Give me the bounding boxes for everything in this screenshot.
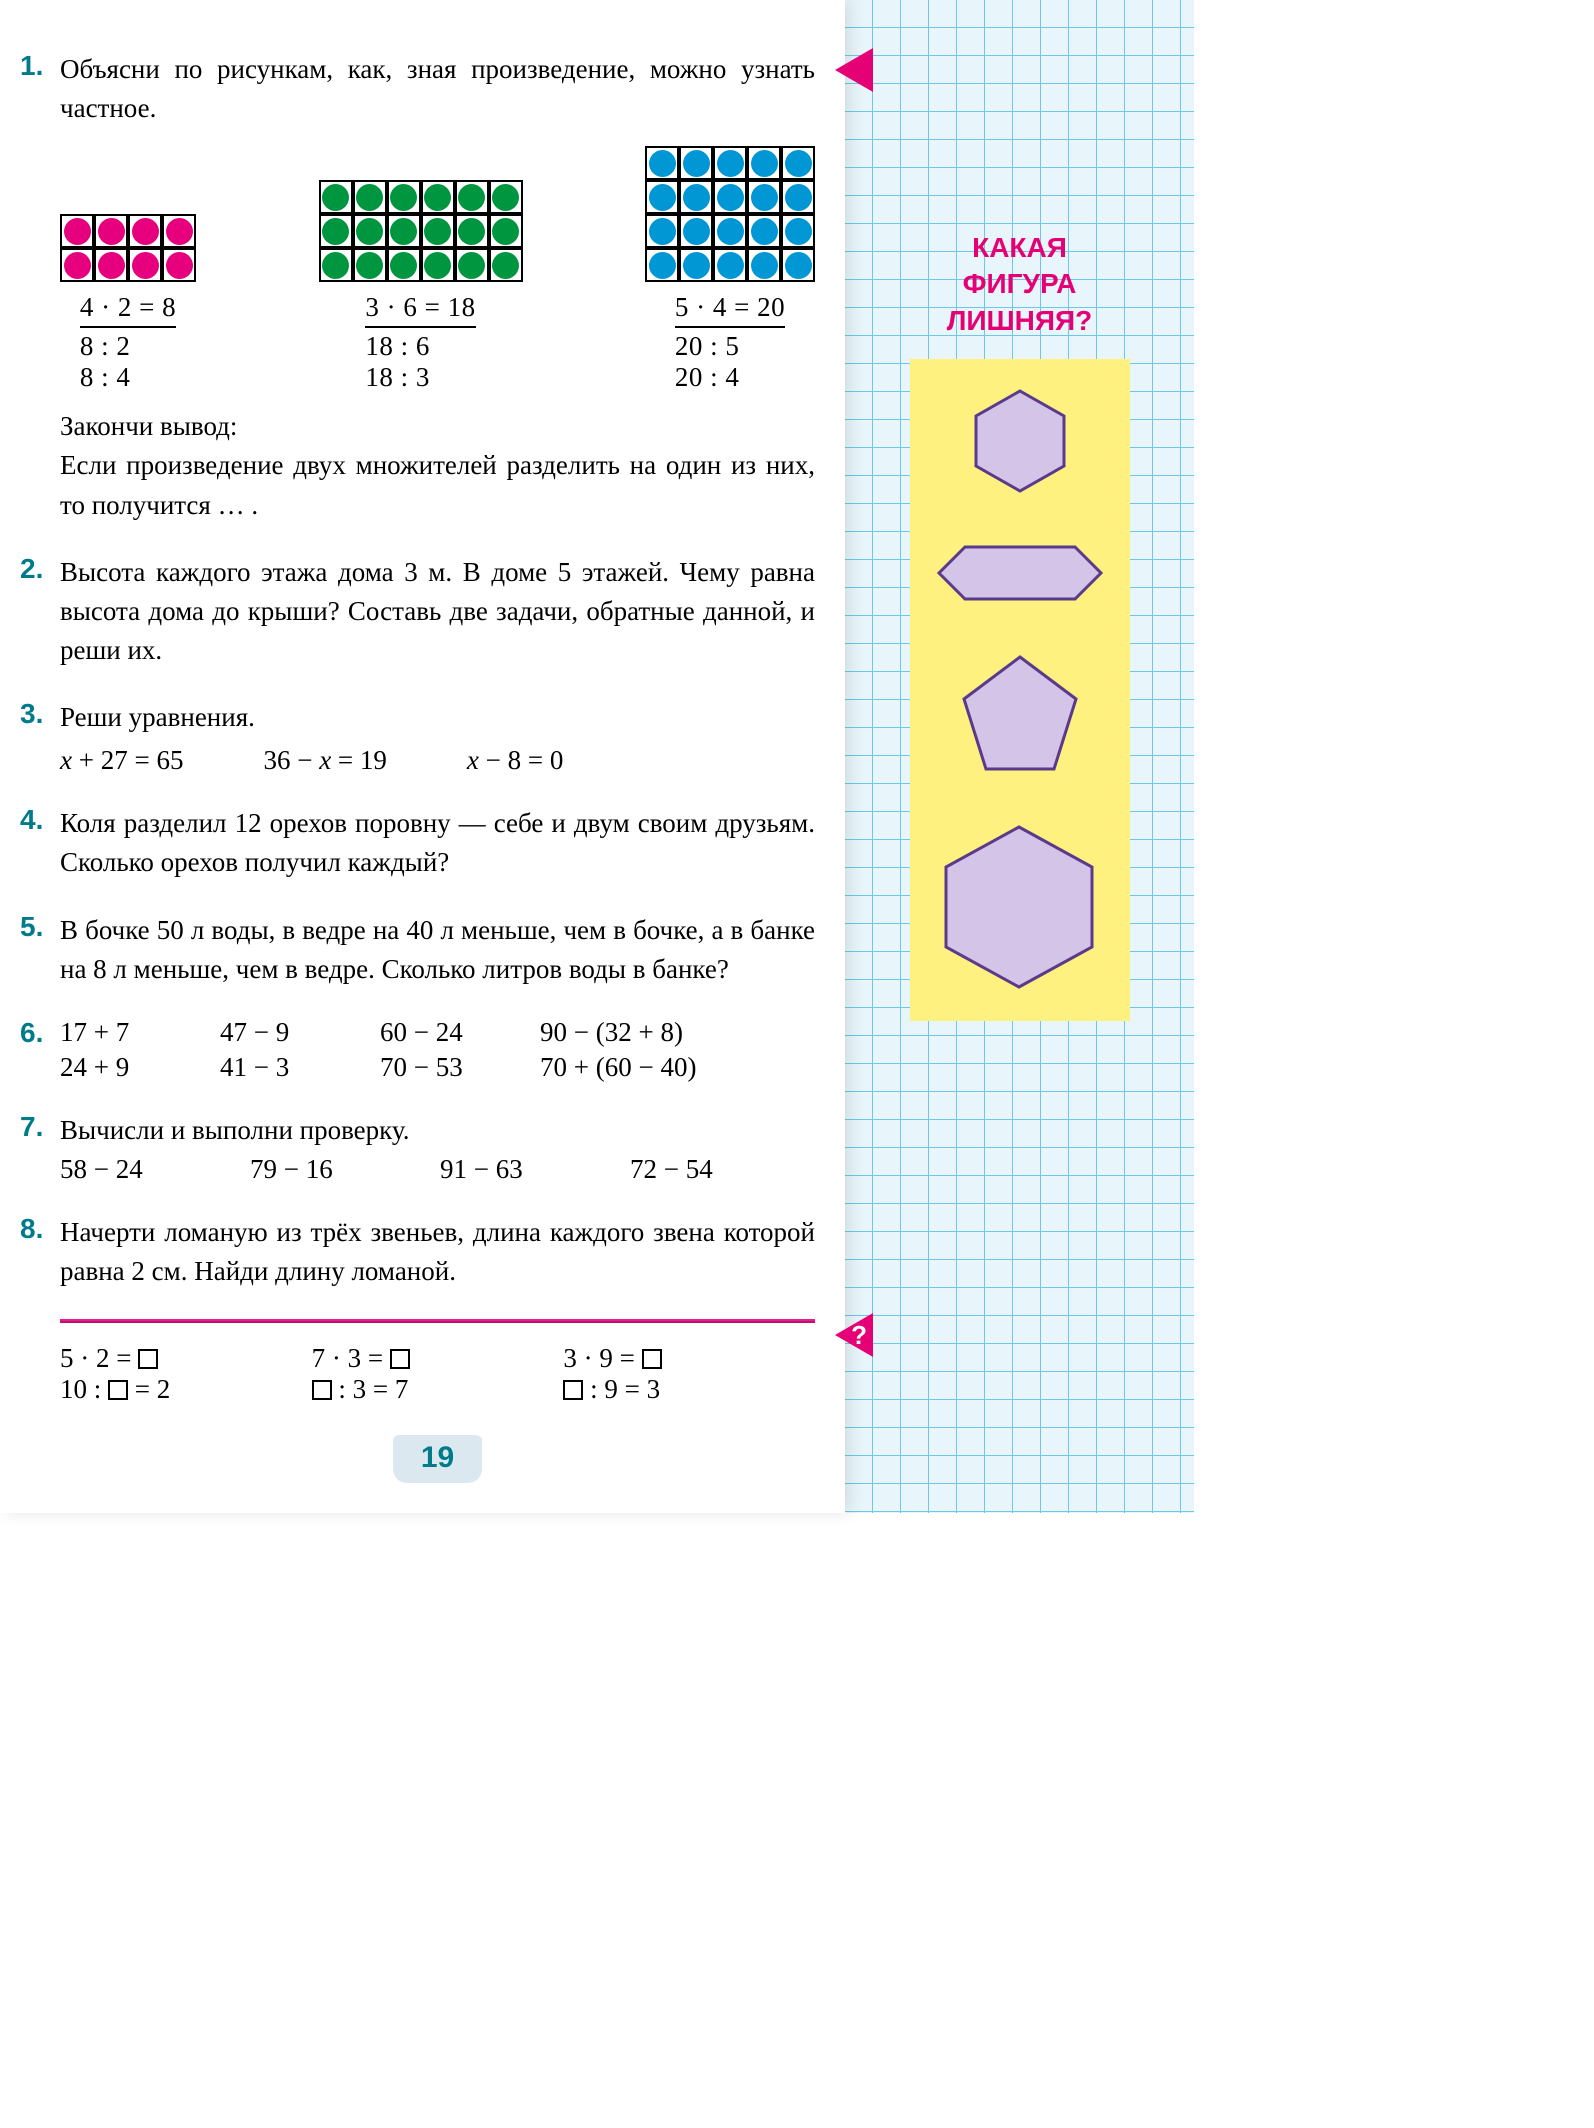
calculation-cell: 47 − 9 xyxy=(220,1017,330,1048)
exercise-text: В бочке 50 л воды, в ведре на 40 л меньш… xyxy=(60,911,815,989)
calculation-cell: 24 + 9 xyxy=(60,1052,170,1083)
question-mark-icon: ? xyxy=(851,1320,867,1351)
triangle-marker-icon xyxy=(835,48,873,92)
pink-divider xyxy=(60,1319,815,1323)
calculation-cell: 90 − (32 + 8) xyxy=(540,1017,740,1048)
math-block: 3 · 6 = 1818 : 618 : 3 xyxy=(365,292,475,393)
equation: x − 8 = 0 xyxy=(467,745,563,776)
calculation-row: 58 − 24 79 − 16 91 − 63 72 − 54 xyxy=(60,1154,815,1185)
equation: 36 − x = 19 xyxy=(263,745,386,776)
page-number-container: 19 xyxy=(60,1435,815,1483)
math-block: 5 · 4 = 2020 : 520 : 4 xyxy=(675,292,785,393)
exercise-2: 2. Высота каждого этажа дома 3 м. В доме… xyxy=(60,553,815,670)
sidebar-content: КАКАЯ ФИГУРА ЛИШНЯЯ? xyxy=(845,0,1194,1021)
shape-icon xyxy=(942,823,1097,991)
sidebar-title: КАКАЯ ФИГУРА ЛИШНЯЯ? xyxy=(865,230,1174,339)
exercise-number: 1. xyxy=(20,50,43,82)
exercise-4: 4. Коля разделил 12 орехов поровну — себ… xyxy=(60,804,815,882)
diagram-group: 5 · 4 = 2020 : 520 : 4 xyxy=(645,146,815,393)
exercise-text: Реши уравнения. xyxy=(60,698,815,737)
expression: 3 · 9 = xyxy=(563,1343,815,1374)
exercise-text: Высота каждого этажа дома 3 м. В доме 5 … xyxy=(60,553,815,670)
expression: : 9 = 3 xyxy=(563,1374,815,1405)
calculation-row: 24 + 9 41 − 3 70 − 53 70 + (60 − 40) xyxy=(60,1052,815,1083)
bottom-column: 3 · 9 = : 9 = 3 xyxy=(563,1343,815,1405)
exercise-number: 5. xyxy=(20,911,43,943)
exercise-number: 2. xyxy=(20,553,43,585)
exercise-7: 7. Вычисли и выполни проверку. 58 − 2479… xyxy=(60,1111,815,1185)
diagram-group: 3 · 6 = 1818 : 618 : 3 xyxy=(319,180,523,393)
page: 1. Объясни по рисункам, как, зная произв… xyxy=(0,0,1194,1513)
dot-grid xyxy=(319,180,523,282)
conclusion-intro: Закончи вывод: xyxy=(60,407,815,446)
calculation-cell: 79 − 16 xyxy=(250,1154,360,1185)
exercise-6: 6. 17 + 747 − 960 − 2490 − (32 + 8)24 + … xyxy=(60,1017,815,1083)
calculation-cell: 41 − 3 xyxy=(220,1052,330,1083)
exercise-number: 4. xyxy=(20,804,43,836)
bottom-column: 7 · 3 = : 3 = 7 xyxy=(312,1343,564,1405)
bottom-block: 5 · 2 = 10 : = 27 · 3 = : 3 = 73 · 9 = :… xyxy=(60,1343,815,1405)
math-block: 4 · 2 = 88 : 28 : 4 xyxy=(80,292,176,393)
expression: 5 · 2 = xyxy=(60,1343,312,1374)
calculation-cell: 70 − 53 xyxy=(380,1052,490,1083)
exercise-number: 3. xyxy=(20,698,43,730)
calculation-cell: 17 + 7 xyxy=(60,1017,170,1048)
sidebar-title-line: ЛИШНЯЯ? xyxy=(947,305,1092,336)
equation: x + 27 = 65 xyxy=(60,745,183,776)
exercise-3: 3. Реши уравнения. x + 27 = 6536 − x = 1… xyxy=(60,698,815,776)
calculation-cell: 72 − 54 xyxy=(630,1154,740,1185)
dot-grid xyxy=(645,146,815,282)
exercise-number: 7. xyxy=(20,1111,43,1143)
page-number: 19 xyxy=(393,1435,482,1483)
shape-icon xyxy=(970,389,1070,493)
bottom-column: 5 · 2 = 10 : = 2 xyxy=(60,1343,312,1405)
exercise-text: Объясни по рисункам, как, зная произведе… xyxy=(60,50,815,128)
dot-grid xyxy=(60,214,196,282)
exercise-text: Вычисли и выполни проверку. xyxy=(60,1111,815,1150)
exercise-8: 8. Начерти ломаную из трёх звеньев, длин… xyxy=(60,1213,815,1291)
exercise-text: Начерти ломаную из трёх звеньев, длина к… xyxy=(60,1213,815,1291)
sidebar: КАКАЯ ФИГУРА ЛИШНЯЯ? xyxy=(845,0,1194,1513)
calculation-row: 17 + 7 47 − 9 60 − 24 90 − (32 + 8) xyxy=(60,1017,815,1048)
expression: 10 : = 2 xyxy=(60,1374,312,1405)
exercise-number: 6. xyxy=(20,1017,43,1049)
sidebar-title-line: КАКАЯ xyxy=(972,232,1067,263)
calculation-rows: 17 + 7 47 − 9 60 − 24 90 − (32 + 8) 24 + 9 41… xyxy=(60,1017,815,1083)
diagram-group: 4 · 2 = 88 : 28 : 4 xyxy=(60,214,196,393)
equation-row: x + 27 = 65 36 − x = 19 x − 8 = 0 xyxy=(60,745,815,776)
exercise-number: 8. xyxy=(20,1213,43,1245)
exercise-5: 5. В бочке 50 л воды, в ведре на 40 л ме… xyxy=(60,911,815,989)
shape-icon xyxy=(960,653,1080,773)
calculation-cell: 91 − 63 xyxy=(440,1154,550,1185)
calculation-cell: 70 + (60 − 40) xyxy=(540,1052,740,1083)
dot-diagrams: 4 · 2 = 88 : 28 : 4 3 · 6 = 1818 : 618 : … xyxy=(60,146,815,393)
main-content: 1. Объясни по рисункам, как, зная произв… xyxy=(0,0,845,1513)
calculation-cell: 60 − 24 xyxy=(380,1017,490,1048)
conclusion-text: Если произведение двух множителей раздел… xyxy=(60,446,815,524)
calculation-cell: 58 − 24 xyxy=(60,1154,170,1185)
shape-icon xyxy=(935,543,1105,603)
sidebar-title-line: ФИГУРА xyxy=(963,268,1077,299)
exercise-1: 1. Объясни по рисункам, как, зная произв… xyxy=(60,50,815,525)
expression: 7 · 3 = xyxy=(312,1343,564,1374)
exercise-text: Коля разделил 12 орехов поровну — себе и… xyxy=(60,804,815,882)
expression: : 3 = 7 xyxy=(312,1374,564,1405)
shapes-panel xyxy=(910,359,1130,1021)
